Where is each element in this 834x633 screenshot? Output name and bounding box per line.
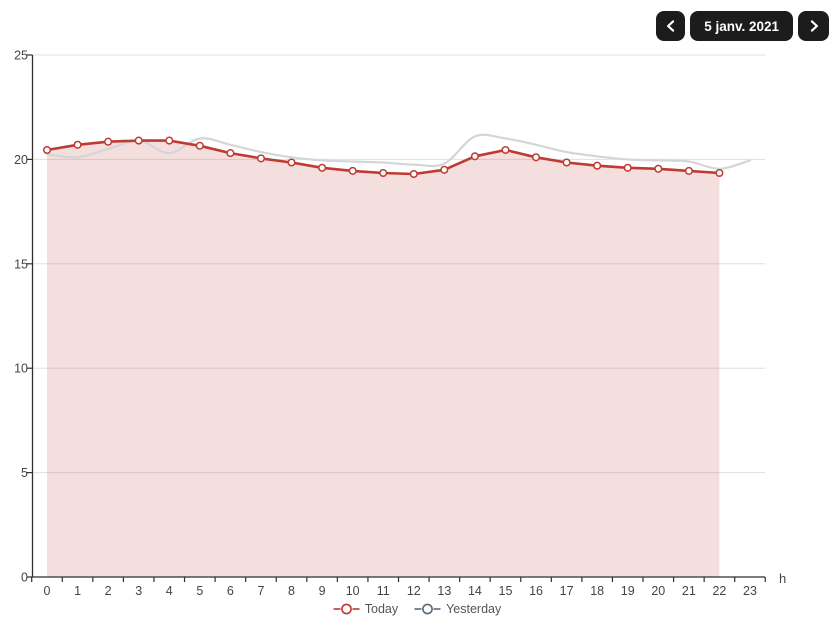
x-axis-label-6: 6 bbox=[227, 584, 234, 598]
x-axis-label-8: 8 bbox=[288, 584, 295, 598]
x-axis-label-10: 10 bbox=[346, 584, 360, 598]
today-point-17[interactable] bbox=[562, 158, 571, 167]
y-axis-label-15: 15 bbox=[14, 257, 28, 271]
x-axis-label-17: 17 bbox=[560, 584, 574, 598]
x-axis-label-11: 11 bbox=[377, 584, 390, 598]
chevron-right-icon bbox=[810, 20, 818, 32]
today-point-14[interactable] bbox=[470, 152, 479, 161]
x-axis-label-22: 22 bbox=[712, 584, 726, 598]
legend-item-yesterday[interactable]: Yesterday bbox=[414, 602, 501, 616]
x-axis-label-5: 5 bbox=[196, 584, 203, 598]
today-point-5[interactable] bbox=[195, 141, 204, 150]
date-navigation: 5 janv. 2021 bbox=[656, 11, 829, 41]
today-point-6[interactable] bbox=[226, 149, 235, 158]
today-point-11[interactable] bbox=[379, 168, 388, 178]
prev-day-button[interactable] bbox=[656, 11, 686, 41]
chart-legend: Today Yesterday bbox=[0, 602, 834, 616]
y-axis-label-5: 5 bbox=[21, 466, 28, 480]
today-point-12[interactable] bbox=[409, 169, 418, 179]
x-axis-label-2: 2 bbox=[105, 584, 112, 598]
today-point-22[interactable] bbox=[715, 168, 724, 178]
x-axis-label-15: 15 bbox=[499, 584, 513, 598]
x-axis-label-9: 9 bbox=[319, 584, 326, 598]
yesterday-line bbox=[45, 133, 752, 170]
x-axis-label-0: 0 bbox=[44, 584, 51, 598]
x-axis-label-3: 3 bbox=[135, 584, 142, 598]
date-label[interactable]: 5 janv. 2021 bbox=[690, 11, 793, 41]
next-day-button[interactable] bbox=[798, 11, 829, 41]
today-point-0[interactable] bbox=[42, 145, 52, 155]
today-point-18[interactable] bbox=[593, 161, 602, 170]
today-point-15[interactable] bbox=[501, 145, 510, 155]
today-point-7[interactable] bbox=[256, 154, 266, 163]
today-point-8[interactable] bbox=[287, 158, 296, 167]
x-axis-label-4: 4 bbox=[166, 584, 173, 598]
today-point-1[interactable] bbox=[73, 140, 82, 149]
x-axis-label-12: 12 bbox=[407, 584, 421, 598]
y-axis-label-25: 25 bbox=[14, 49, 28, 63]
today-point-19[interactable] bbox=[623, 163, 632, 172]
today-point-16[interactable] bbox=[531, 153, 541, 162]
today-point-2[interactable] bbox=[104, 137, 113, 146]
y-axis-label-10: 10 bbox=[14, 362, 28, 376]
y-axis-label-20: 20 bbox=[14, 153, 28, 167]
legend-item-today[interactable]: Today bbox=[333, 602, 398, 616]
legend-label-yesterday: Yesterday bbox=[446, 602, 502, 616]
x-axis-label-23: 23 bbox=[743, 584, 757, 598]
today-point-10[interactable] bbox=[348, 166, 357, 175]
yesterday-legend-marker-icon bbox=[414, 603, 441, 615]
y-axis-label-0: 0 bbox=[21, 571, 28, 585]
today-point-21[interactable] bbox=[684, 166, 693, 175]
chevron-left-icon bbox=[666, 20, 674, 32]
legend-label-today: Today bbox=[364, 602, 399, 616]
x-axis-label-1: 1 bbox=[74, 584, 81, 598]
today-point-13[interactable] bbox=[440, 165, 449, 174]
x-axis-label-18: 18 bbox=[590, 584, 604, 598]
x-axis-label-20: 20 bbox=[651, 584, 665, 598]
x-axis-label-7: 7 bbox=[257, 584, 264, 598]
today-point-3[interactable] bbox=[134, 136, 143, 145]
today-point-4[interactable] bbox=[165, 136, 174, 145]
x-axis-label-19: 19 bbox=[621, 584, 635, 598]
x-axis-label-13: 13 bbox=[437, 584, 451, 598]
x-axis-label-14: 14 bbox=[468, 584, 482, 598]
today-point-20[interactable] bbox=[654, 164, 663, 173]
today-area bbox=[47, 140, 720, 577]
x-axis-unit-label: h bbox=[779, 571, 786, 586]
today-legend-marker-icon bbox=[333, 603, 360, 615]
x-axis-label-16: 16 bbox=[529, 584, 543, 598]
today-point-9[interactable] bbox=[318, 163, 327, 172]
x-axis-label-21: 21 bbox=[682, 584, 696, 598]
